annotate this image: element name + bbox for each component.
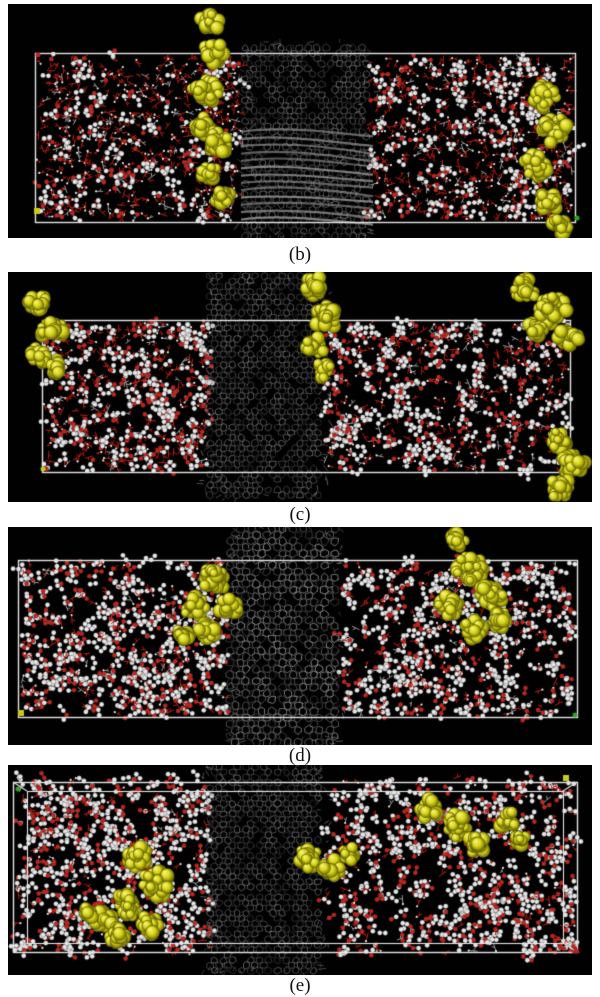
panel-label-c: (c) (0, 502, 600, 527)
panel-label-c-text: (c) (289, 504, 311, 525)
panel-label-b: (b) (0, 238, 600, 272)
panel-label-b-text: (b) (288, 244, 312, 265)
simulation-panel-e (8, 765, 592, 975)
simulation-panel-b (8, 4, 592, 238)
molecular-render-d (8, 527, 592, 745)
panel-label-e: (e) (0, 975, 600, 996)
panel-label-d-text: (d) (288, 745, 312, 766)
simulation-panel-d (8, 527, 592, 745)
panel-label-d: (d) (0, 745, 600, 766)
molecular-render-c (8, 272, 592, 502)
panel-label-e-text: (e) (289, 975, 311, 996)
molecular-render-b (8, 4, 592, 238)
molecular-render-e (8, 765, 592, 975)
simulation-panel-c (8, 272, 592, 502)
